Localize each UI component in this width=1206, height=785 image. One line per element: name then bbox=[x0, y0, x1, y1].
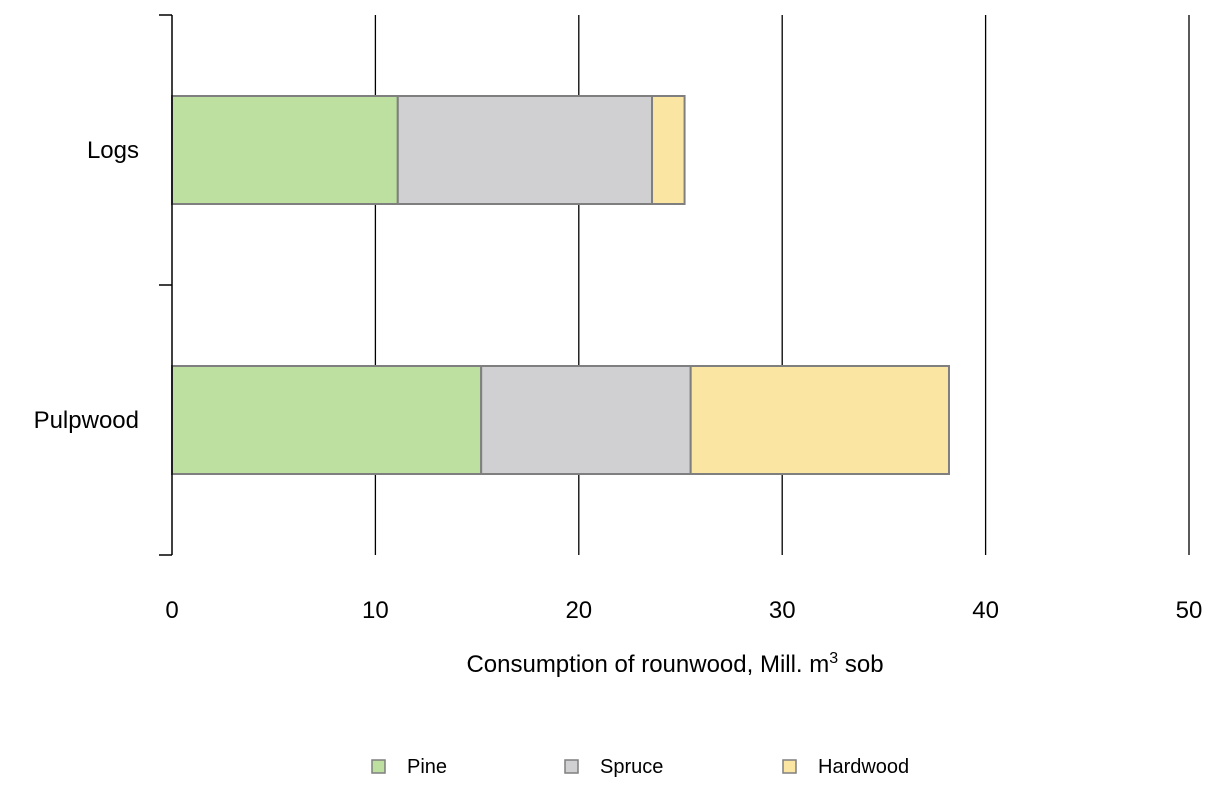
legend: Pine Spruce Hardwood bbox=[371, 756, 909, 778]
category-label-pulpwood: Pulpwood bbox=[34, 407, 139, 434]
legend-item-pine: Pine bbox=[371, 756, 447, 778]
x-tick-label-20: 20 bbox=[565, 597, 592, 624]
x-tick-label-10: 10 bbox=[362, 597, 389, 624]
x-axis-title: Consumption of rounwood, Mill. m3 sob bbox=[466, 650, 883, 678]
bar-logs-hardwood bbox=[651, 95, 686, 205]
category-axis bbox=[159, 14, 173, 556]
x-axis-title-suffix: sob bbox=[838, 651, 883, 678]
bar-pulpwood-hardwood bbox=[689, 365, 950, 475]
legend-label-spruce: Spruce bbox=[600, 756, 663, 778]
x-tick-label-50: 50 bbox=[1176, 597, 1203, 624]
legend-swatch-spruce bbox=[564, 759, 579, 774]
legend-swatch-hardwood bbox=[782, 759, 797, 774]
x-tick-label-30: 30 bbox=[769, 597, 796, 624]
x-axis-title-superscript: 3 bbox=[829, 650, 838, 667]
legend-item-spruce: Spruce bbox=[564, 756, 663, 778]
bar-pulpwood-pine bbox=[171, 365, 483, 475]
legend-label-pine: Pine bbox=[407, 756, 447, 778]
bar-logs-spruce bbox=[396, 95, 654, 205]
category-labels: Logs Pulpwood bbox=[34, 137, 139, 434]
legend-item-hardwood: Hardwood bbox=[782, 756, 909, 778]
bar-logs-pine bbox=[171, 95, 399, 205]
legend-label-hardwood: Hardwood bbox=[818, 756, 909, 778]
x-tick-label-0: 0 bbox=[165, 597, 178, 624]
x-tick-label-40: 40 bbox=[972, 597, 999, 624]
bar-pulpwood-spruce bbox=[480, 365, 692, 475]
bars bbox=[171, 95, 950, 475]
x-axis-title-prefix: Consumption of rounwood, Mill. m bbox=[466, 651, 829, 678]
category-label-logs: Logs bbox=[87, 137, 139, 164]
x-tick-labels: 0 10 20 30 40 50 bbox=[165, 597, 1202, 624]
legend-swatch-pine bbox=[371, 759, 386, 774]
